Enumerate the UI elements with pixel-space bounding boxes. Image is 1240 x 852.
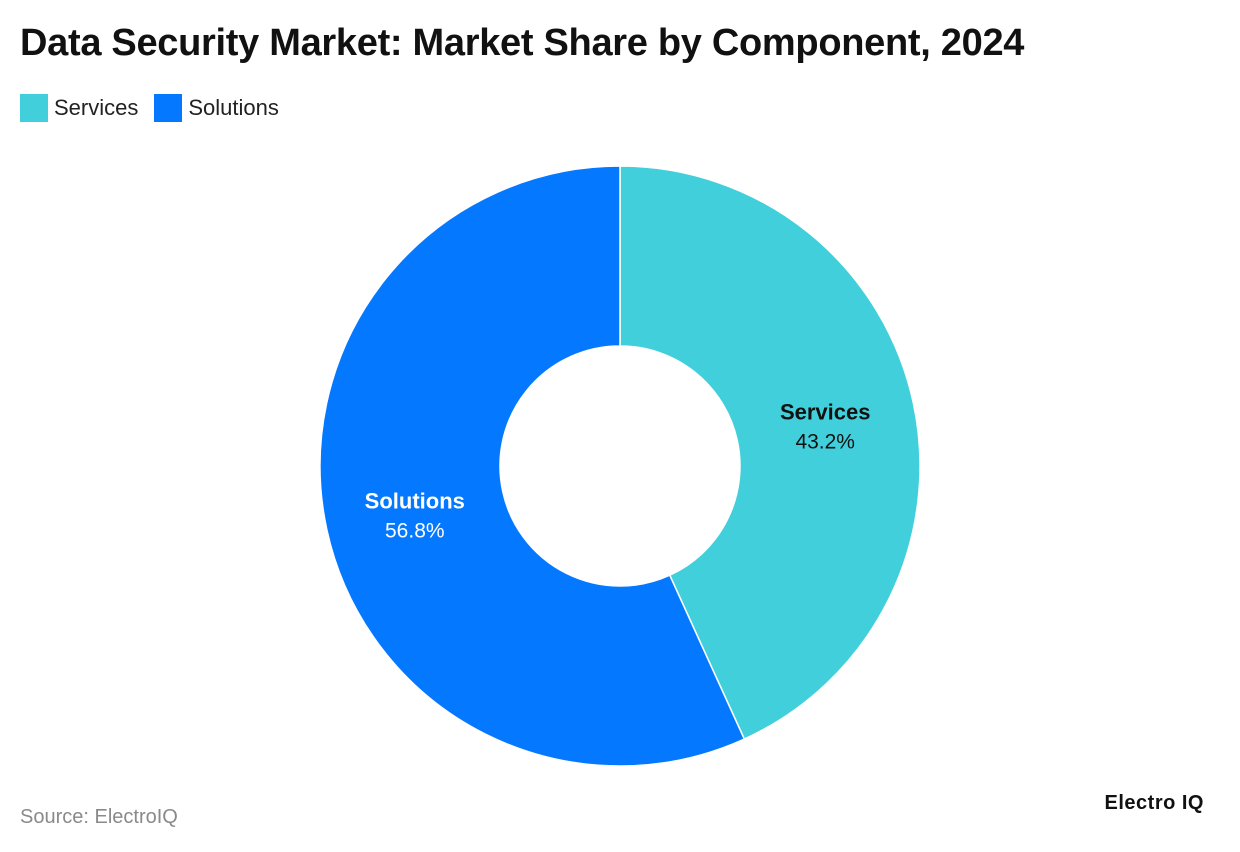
slice-value-services: 43.2% (795, 430, 855, 453)
legend-item-services[interactable]: Services (20, 94, 138, 122)
legend-label-services: Services (54, 95, 139, 120)
slice-services[interactable] (619, 165, 921, 741)
slice-value-solutions: 56.8% (385, 520, 445, 543)
legend-swatch-solutions (154, 94, 183, 122)
legend-item-solutions[interactable]: Solutions (154, 94, 279, 122)
legend: Services Solutions (20, 94, 295, 122)
slice-label-services: Services (780, 399, 871, 424)
slice-label-solutions: Solutions (365, 489, 465, 514)
slice-solutions[interactable] (319, 165, 746, 767)
chart-title: Data Security Market: Market Share by Co… (20, 22, 1025, 64)
legend-swatch-services (20, 94, 48, 122)
brand-logo: Electro IQ (1104, 792, 1204, 814)
source-note: Source: ElectroIQ (20, 806, 178, 828)
legend-label-solutions: Solutions (188, 95, 279, 120)
